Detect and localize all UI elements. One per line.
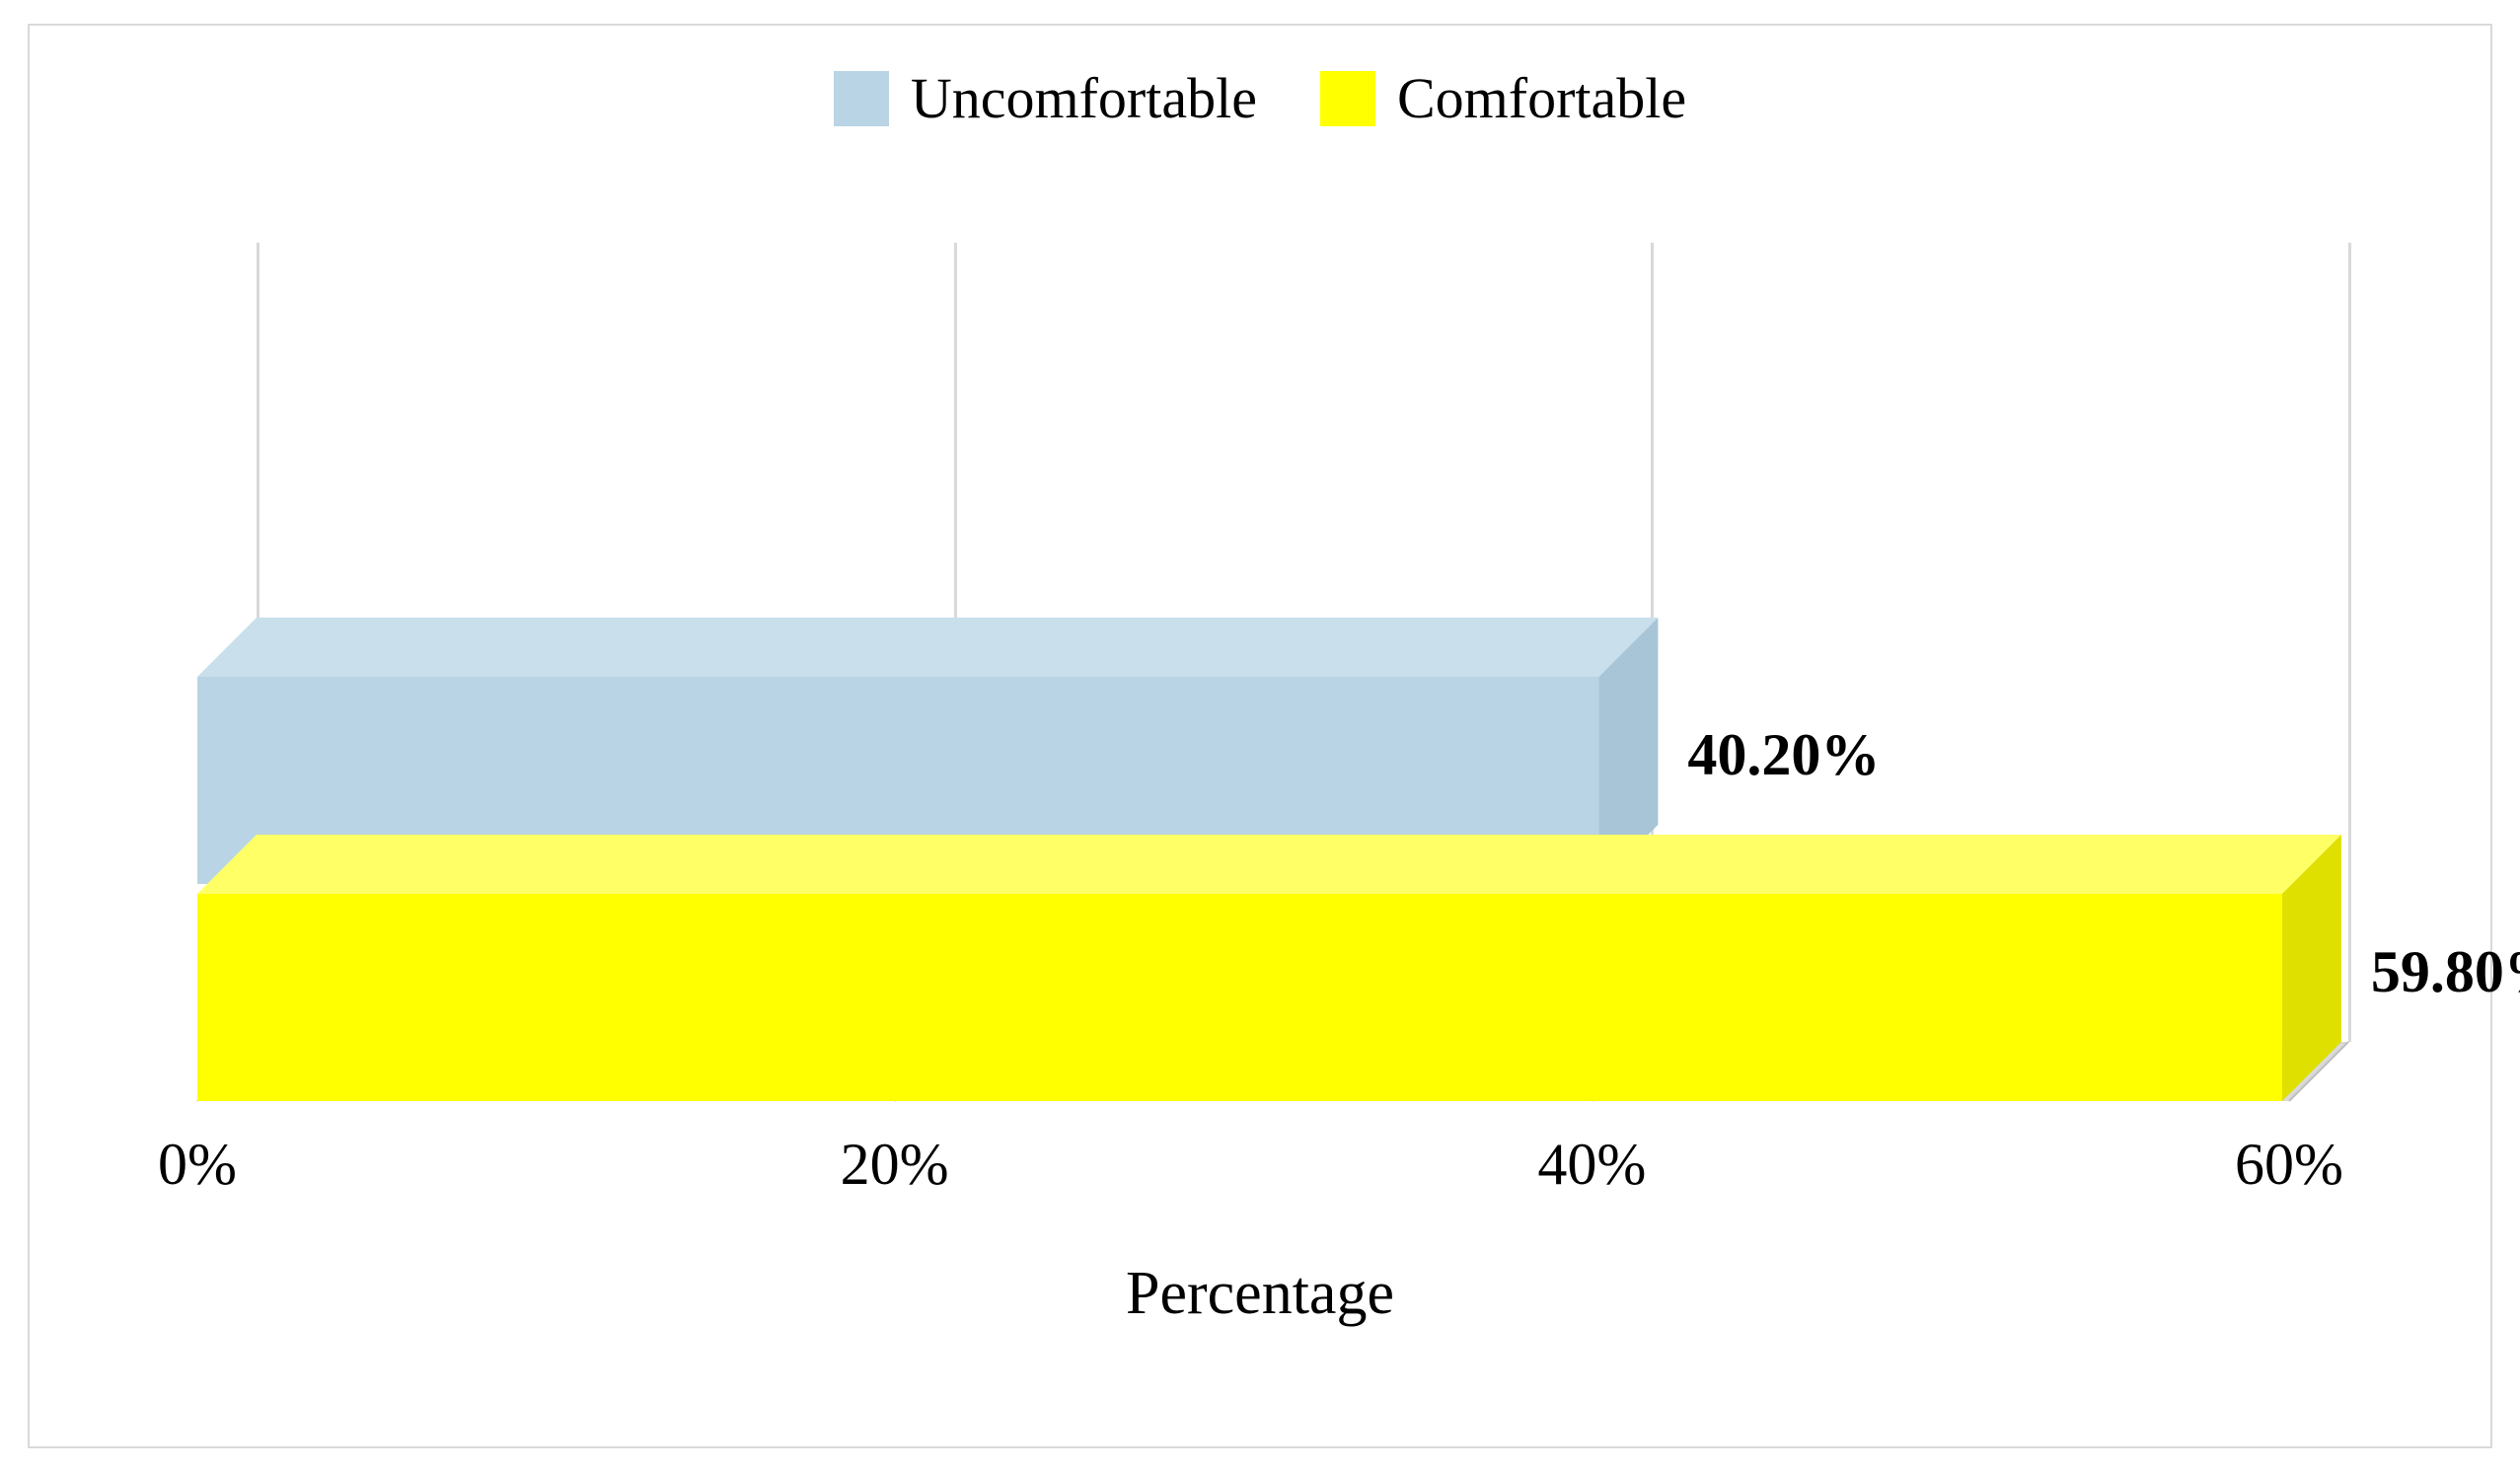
bar-value-label-comfortable: 59.80% xyxy=(2371,938,2520,1006)
legend-label-uncomfortable: Uncomfortable xyxy=(911,66,1257,130)
legend: Uncomfortable Comfortable xyxy=(30,65,2490,131)
axis-tick-label: 60% xyxy=(2235,1131,2343,1199)
axis-title: Percentage xyxy=(30,1259,2490,1329)
axis-tick-labels: 0%20%40%60% xyxy=(197,1131,2348,1210)
chart-frame: Uncomfortable Comfortable 40.20%59.80% 0… xyxy=(28,24,2492,1448)
legend-item-uncomfortable: Uncomfortable xyxy=(834,65,1257,131)
bar-front-comfortable xyxy=(197,894,2282,1101)
legend-swatch-uncomfortable xyxy=(834,71,889,126)
plot-area: 40.20%59.80% xyxy=(197,243,2348,1101)
legend-item-comfortable: Comfortable xyxy=(1320,65,1686,131)
axis-tick-label: 40% xyxy=(1537,1131,1646,1199)
bar-value-label-uncomfortable: 40.20% xyxy=(1687,721,1880,789)
legend-label-comfortable: Comfortable xyxy=(1397,66,1686,130)
axis-tick-label: 20% xyxy=(841,1131,949,1199)
axis-tick-label: 0% xyxy=(158,1131,237,1199)
bar-top-comfortable xyxy=(197,835,2341,894)
legend-swatch-comfortable xyxy=(1320,71,1375,126)
bar-top-uncomfortable xyxy=(197,618,1658,677)
chart-floor xyxy=(197,243,2427,1101)
